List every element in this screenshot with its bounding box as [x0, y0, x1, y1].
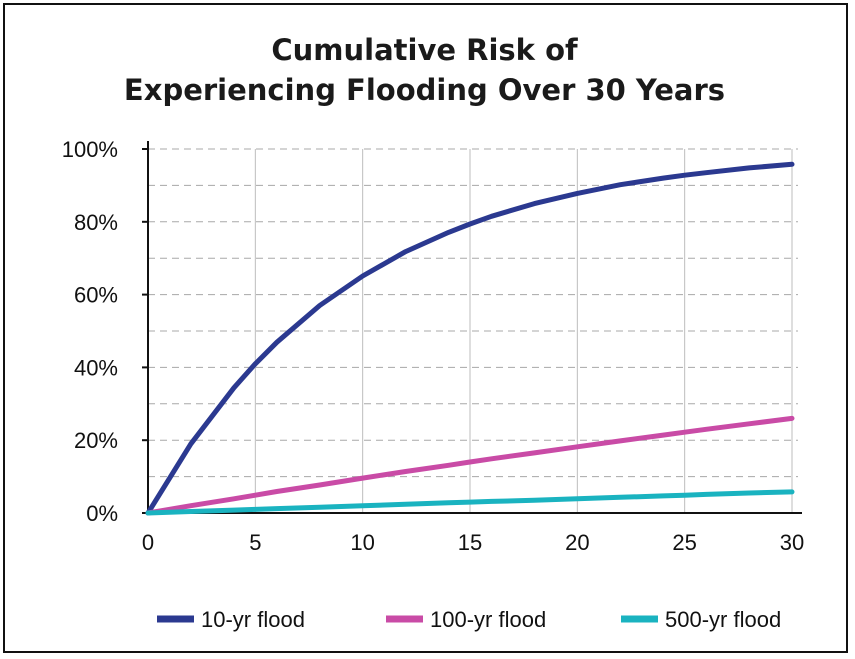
x-tick-label: 30	[780, 530, 804, 555]
series-line-2	[145, 415, 795, 516]
grid-lines	[148, 148, 798, 513]
axes	[142, 141, 802, 514]
y-tick-label: 20%	[74, 428, 118, 453]
x-tick-label: 20	[565, 530, 589, 555]
tick-labels: 0% 20% 40% 60% 80% 100% 0 5 10 15 20 25 30	[62, 137, 805, 555]
chart-title: Cumulative Risk of Experiencing Flooding…	[0, 30, 849, 110]
x-tick-label: 25	[672, 530, 696, 555]
legend-label: 500-yr flood	[665, 607, 781, 632]
x-tick-label: 5	[249, 530, 261, 555]
y-tick-label: 60%	[74, 283, 118, 308]
x-tick-label: 15	[458, 530, 482, 555]
chart-frame	[3, 3, 848, 653]
x-tick-label: 0	[142, 530, 154, 555]
legend: 10-yr flood 100-yr flood 500-yr flood	[157, 607, 781, 632]
chart-title-line-2: Experiencing Flooding Over 30 Years	[123, 73, 726, 107]
y-tick-label: 40%	[74, 355, 118, 380]
legend-label: 10-yr flood	[201, 607, 305, 632]
chart-title-line-1: Cumulative Risk of	[271, 33, 578, 67]
y-tick-label: 80%	[74, 210, 118, 235]
y-tick-label: 0%	[86, 501, 118, 526]
x-tick-label: 10	[350, 530, 374, 555]
series-line-1	[145, 161, 795, 516]
legend-label: 100-yr flood	[430, 607, 546, 632]
y-tick-label: 100%	[62, 137, 118, 162]
series-line-3	[145, 489, 795, 516]
series-lines	[145, 161, 795, 516]
